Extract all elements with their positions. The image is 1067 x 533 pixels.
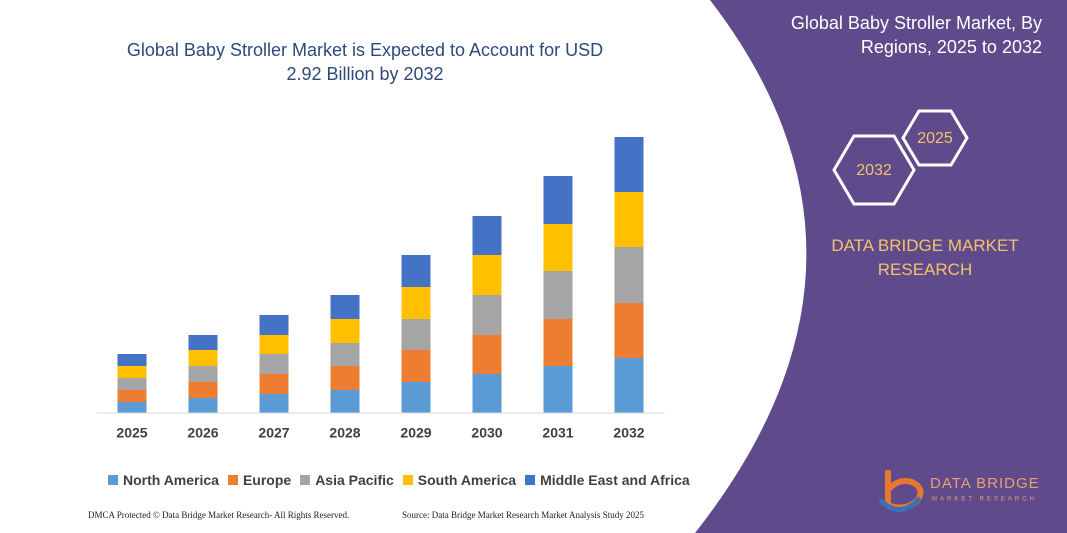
- legend-swatch: [402, 475, 413, 485]
- legend-label: North America: [123, 472, 219, 488]
- hexagon: [901, 109, 969, 167]
- legend-item: Asia Pacific: [300, 472, 394, 488]
- legend-item: North America: [108, 472, 219, 488]
- bar-segment: [188, 350, 218, 366]
- hexagon-label: 2025: [917, 130, 953, 147]
- bar-segment: [614, 137, 644, 192]
- bar-segment: [614, 358, 644, 413]
- bar-segment: [330, 366, 360, 390]
- bar-segment: [330, 319, 360, 343]
- bar-segment: [188, 335, 218, 350]
- legend-label: Middle East and Africa: [540, 472, 690, 488]
- bar-segment: [117, 402, 147, 413]
- bar-segment: [117, 378, 147, 390]
- legend-swatch: [227, 475, 238, 485]
- logo-text: DATA BRIDGE: [930, 475, 1040, 492]
- x-tick-label: 2029: [400, 425, 431, 441]
- x-tick-label: 2032: [613, 425, 644, 441]
- logo: DATA BRIDGE MARKET RESEARCH: [878, 470, 1040, 512]
- bar-segment: [401, 255, 431, 287]
- bar-segment: [472, 216, 502, 255]
- legend-swatch: [525, 475, 536, 485]
- panel-title: Global Baby Stroller Market, By Regions,…: [790, 13, 1042, 57]
- bar-segment: [614, 192, 644, 247]
- legend-item: South America: [402, 472, 517, 488]
- x-tick-label: 2025: [116, 425, 147, 441]
- hexagon: [832, 134, 916, 206]
- x-tick-label: 2027: [258, 425, 289, 441]
- legend-item: Middle East and Africa: [525, 472, 690, 488]
- footer-right: Source: Data Bridge Market Research Mark…: [402, 510, 644, 520]
- legend-item: Europe: [227, 472, 292, 488]
- x-tick-label: 2030: [471, 425, 502, 441]
- logo-mark: [878, 496, 922, 512]
- legend-swatch: [108, 475, 118, 485]
- bar-segment: [188, 366, 218, 382]
- bar-segment: [259, 315, 289, 335]
- logo-tagline: MARKET RESEARCH: [932, 497, 1037, 503]
- bar-segment: [330, 343, 360, 366]
- legend-swatch: [300, 475, 311, 485]
- bar-segment: [401, 287, 431, 319]
- hexagon-label: 2032: [856, 162, 892, 179]
- bar-segment: [472, 295, 502, 335]
- bar-segment: [543, 176, 573, 224]
- bar-segment: [614, 247, 644, 303]
- brand: DATA BRIDGE MARKET RESEARCH: [831, 236, 1019, 279]
- legend-label: Europe: [242, 472, 292, 488]
- bar-segment: [188, 398, 218, 413]
- bar-segment: [259, 374, 289, 394]
- legend: North America Europe Asia Pacific South Ame…: [108, 472, 690, 488]
- bar-segment: [188, 382, 218, 398]
- bar-segment: [401, 382, 431, 413]
- bar-segment: [117, 366, 147, 378]
- legend-label: Asia Pacific: [315, 472, 394, 488]
- bar-segment: [472, 335, 502, 374]
- bar-segment: [614, 303, 644, 358]
- bar-segment: [543, 224, 573, 271]
- x-tick-label: 2031: [542, 425, 573, 441]
- bar-segment: [259, 394, 289, 413]
- bar-segment: [330, 390, 360, 413]
- bar-segment: [330, 295, 360, 319]
- x-tick-label: 2028: [329, 425, 360, 441]
- bar-segment: [401, 350, 431, 382]
- footer-left: DMCA Protected © Data Bridge Market Rese…: [88, 510, 350, 520]
- bar-segment: [117, 354, 147, 366]
- chart-title: Global Baby Stroller Market is Expected …: [126, 40, 604, 84]
- bar-segment: [259, 354, 289, 374]
- bar-segment: [117, 390, 147, 402]
- bar-segment: [543, 271, 573, 319]
- side-panel: [695, 0, 1067, 533]
- legend-label: South America: [417, 472, 517, 488]
- bar-segment: [543, 319, 573, 366]
- bar-segment: [259, 335, 289, 354]
- bar-segment: [472, 255, 502, 295]
- bar-segment: [543, 366, 573, 413]
- bar-segment: [401, 319, 431, 350]
- x-tick-label: 2026: [187, 425, 218, 441]
- bar-segment: [472, 374, 502, 413]
